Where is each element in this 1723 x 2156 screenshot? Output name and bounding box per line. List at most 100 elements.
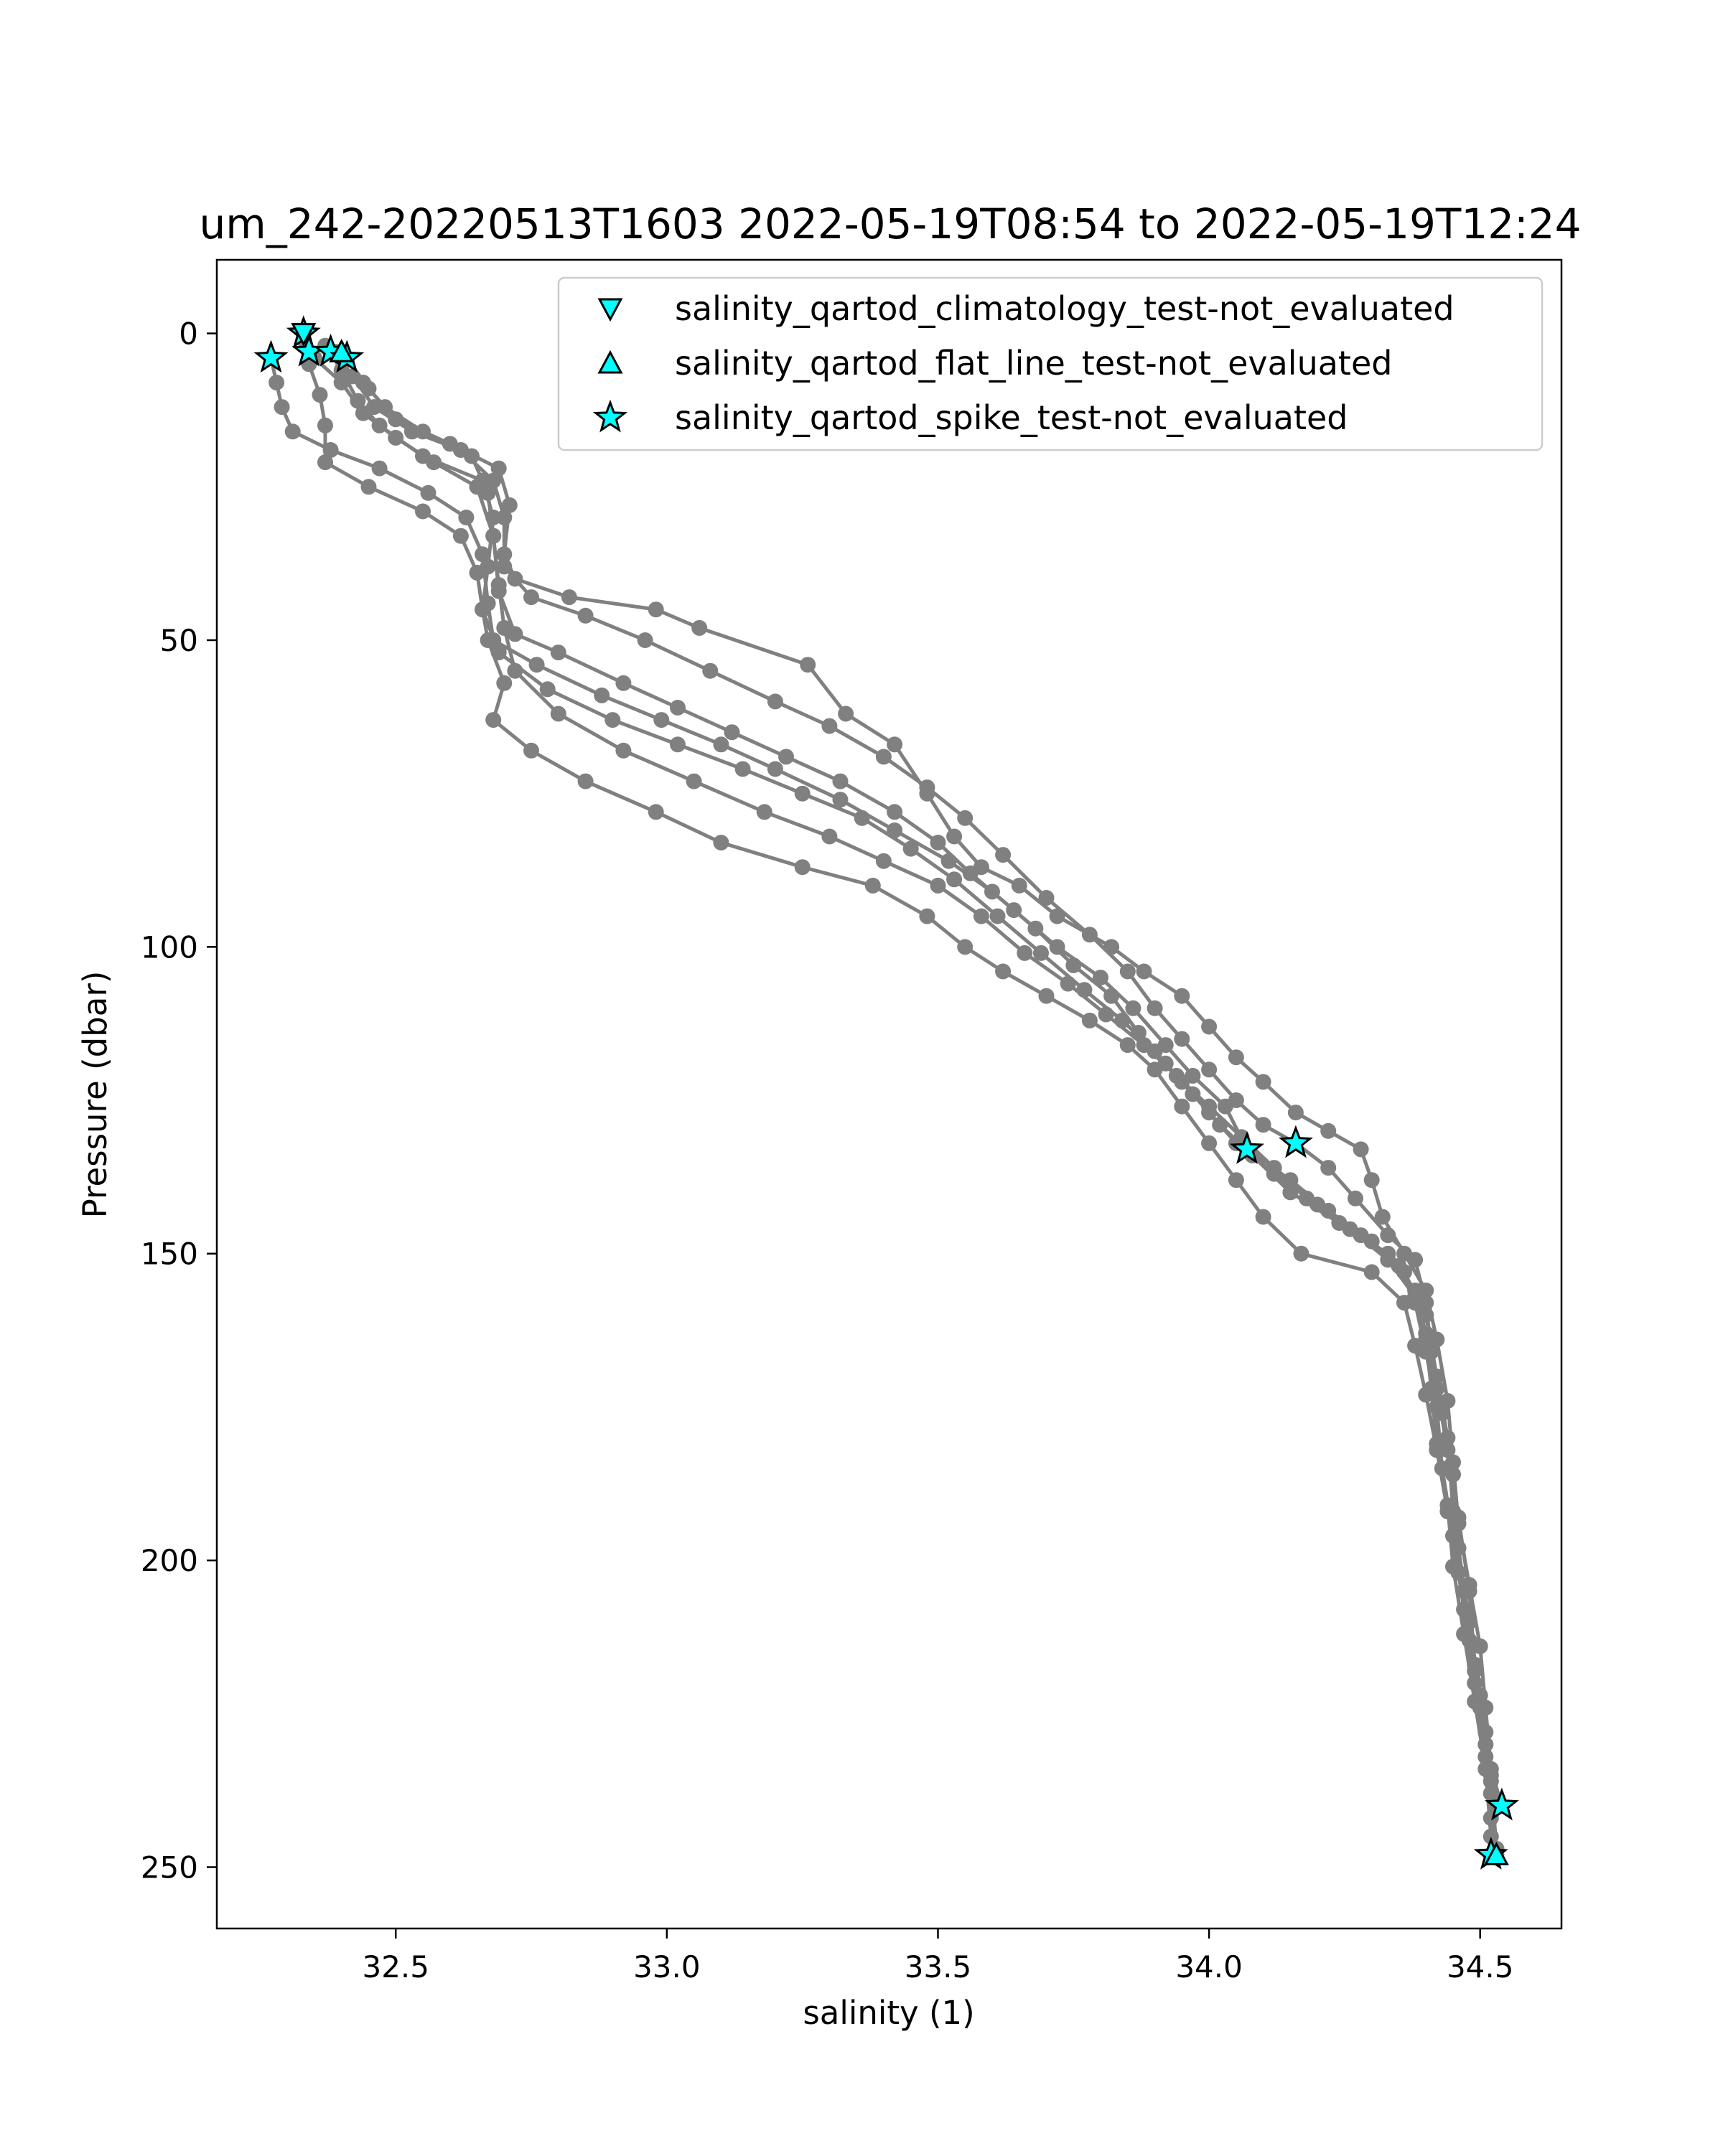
profile-point <box>594 687 610 703</box>
profile-point <box>973 908 989 924</box>
profile-point <box>550 645 566 661</box>
profile-point <box>415 448 431 464</box>
profile-point <box>875 853 892 869</box>
profile-point <box>1201 1018 1218 1035</box>
profile-point <box>1201 1098 1218 1115</box>
profile-point <box>713 835 729 850</box>
flag-marker-star <box>253 339 289 373</box>
profile-point <box>756 804 772 820</box>
profile-point <box>452 528 469 544</box>
profile-point <box>1119 1037 1136 1054</box>
profile-point <box>734 761 751 777</box>
profile-point <box>902 840 919 857</box>
y-axis-ticks: 0 50 100 150 200 250 <box>141 317 217 1885</box>
profile-point <box>1348 1190 1363 1206</box>
y-axis-label: Pressure (dbar) <box>76 971 114 1219</box>
profile-point <box>887 804 903 820</box>
legend-label: salinity_qartod_flat_line_test-not_evalu… <box>675 344 1392 383</box>
profile-point <box>854 810 870 826</box>
x-tick-label: 34.0 <box>1175 1949 1243 1984</box>
profile-point <box>1038 890 1055 906</box>
profile-point <box>1038 988 1055 1004</box>
profile-point <box>713 736 729 753</box>
profile-point <box>1374 1209 1391 1225</box>
profile-point <box>800 657 816 673</box>
profile-point <box>1103 988 1120 1004</box>
profile-point <box>946 871 963 888</box>
profile-point <box>371 417 388 433</box>
profile-point <box>485 510 502 525</box>
profile-point <box>821 828 838 845</box>
profile-point <box>1098 1006 1114 1023</box>
profile-point <box>946 828 963 845</box>
profile-point <box>1429 1442 1445 1458</box>
profile-point <box>458 510 475 525</box>
profile-point <box>832 773 849 789</box>
profile-point <box>1255 1117 1271 1133</box>
profile-point <box>1033 945 1049 961</box>
profile-point <box>490 460 507 477</box>
x-tick-label: 34.5 <box>1447 1949 1514 1984</box>
profile-point <box>507 662 523 679</box>
profile-point <box>1017 945 1033 961</box>
profile-point <box>561 589 577 606</box>
profile-point <box>1396 1245 1412 1262</box>
flag-marker-triangle-up <box>1483 1842 1509 1865</box>
profile-point <box>577 773 594 789</box>
y-tick-label: 100 <box>141 929 198 965</box>
legend-label: salinity_qartod_climatology_test-not_eva… <box>675 289 1454 328</box>
profile-point <box>1287 1105 1304 1121</box>
profile-point <box>686 773 702 789</box>
profile-point <box>1093 970 1108 986</box>
profile-point <box>957 810 973 826</box>
profile-point <box>1168 1067 1185 1084</box>
profile-point <box>1342 1221 1358 1237</box>
profile-point <box>1011 877 1027 894</box>
legend-marker-triangle-down <box>597 298 623 322</box>
profile-point <box>615 742 632 759</box>
profile-point <box>312 387 328 403</box>
profile-point <box>496 546 513 563</box>
profile-point <box>1461 1632 1477 1649</box>
profile-point <box>539 681 556 698</box>
profile-point <box>350 393 366 409</box>
profile-point <box>702 662 719 679</box>
profile-point <box>1363 1172 1380 1189</box>
profile-point <box>794 859 811 876</box>
profile-point <box>355 375 371 390</box>
profile-point <box>475 546 491 563</box>
profile-point <box>1439 1503 1456 1519</box>
profile-point <box>507 571 523 587</box>
profile-point <box>485 472 502 489</box>
profile-point <box>875 749 892 765</box>
x-axis-label: salinity (1) <box>803 1994 974 2032</box>
y-tick-label: 0 <box>179 317 198 352</box>
profile-point <box>480 632 496 648</box>
profile-point <box>1201 1135 1218 1151</box>
profile-point <box>1255 1209 1271 1225</box>
profile-point <box>1439 1392 1456 1409</box>
profile-point <box>864 877 881 894</box>
profile-point <box>377 399 393 416</box>
chart-title: um_242-20220513T1603 2022-05-19T08:54 to… <box>200 200 1582 248</box>
profile-point <box>995 963 1012 980</box>
profile-point <box>1103 939 1120 955</box>
profile-point <box>284 423 301 440</box>
profile-point <box>1201 1061 1218 1078</box>
profile-point <box>1320 1160 1337 1176</box>
profile-point <box>767 693 783 710</box>
profile-point <box>1255 1074 1271 1090</box>
profile-point <box>1266 1160 1282 1176</box>
profile-point <box>832 792 849 808</box>
profile-point <box>475 472 491 489</box>
profile-point <box>317 454 333 471</box>
profile-series <box>317 337 1505 1857</box>
profile-point <box>794 785 811 802</box>
y-tick-label: 50 <box>160 623 198 658</box>
profile-point <box>496 675 513 691</box>
profile-point <box>360 479 377 495</box>
profile-point <box>274 399 290 416</box>
profile-point <box>648 601 664 618</box>
profile-point <box>415 423 431 440</box>
